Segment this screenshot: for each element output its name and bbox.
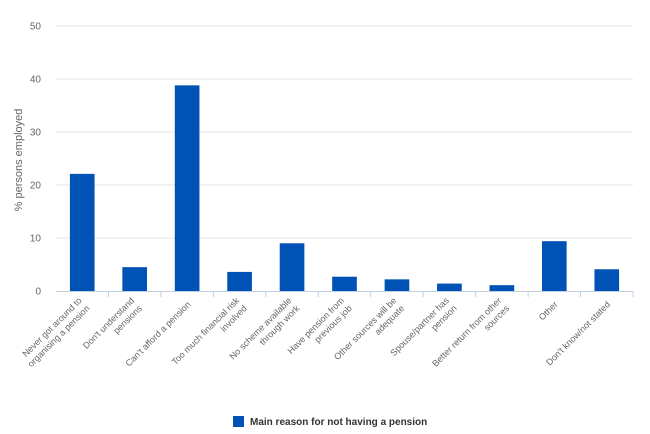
legend-swatch — [233, 416, 244, 427]
bar[interactable] — [227, 271, 252, 291]
x-category-label: Never got around toorganising a pension — [18, 295, 92, 369]
bar[interactable] — [332, 276, 357, 291]
bar[interactable] — [489, 285, 515, 291]
bar[interactable] — [279, 243, 305, 291]
bar[interactable] — [594, 269, 620, 291]
y-tick-label: 0 — [35, 287, 41, 298]
x-axis-category-labels: Never got around toorganising a pensionD… — [18, 295, 612, 369]
bar[interactable] — [384, 279, 410, 291]
legend-label: Main reason for not having a pension — [250, 417, 427, 428]
y-tick-label: 20 — [30, 181, 42, 192]
y-tick-label: 50 — [30, 22, 42, 33]
x-category-label: Other — [537, 299, 560, 322]
bar[interactable] — [69, 173, 95, 291]
y-axis-ticks: 0 10 20 30 40 50 — [30, 22, 42, 298]
gridlines — [56, 25, 633, 239]
bars — [69, 85, 620, 291]
bar[interactable] — [437, 283, 462, 291]
bar[interactable] — [541, 241, 567, 291]
bar[interactable] — [174, 85, 200, 291]
y-tick-label: 10 — [30, 234, 42, 245]
y-tick-label: 40 — [30, 75, 42, 86]
bar[interactable] — [122, 267, 148, 291]
x-axis-ticks — [107, 291, 634, 297]
legend[interactable]: Main reason for not having a pension — [233, 416, 427, 428]
y-tick-label: 30 — [30, 128, 42, 139]
y-axis-title: % persons employed — [13, 109, 25, 212]
